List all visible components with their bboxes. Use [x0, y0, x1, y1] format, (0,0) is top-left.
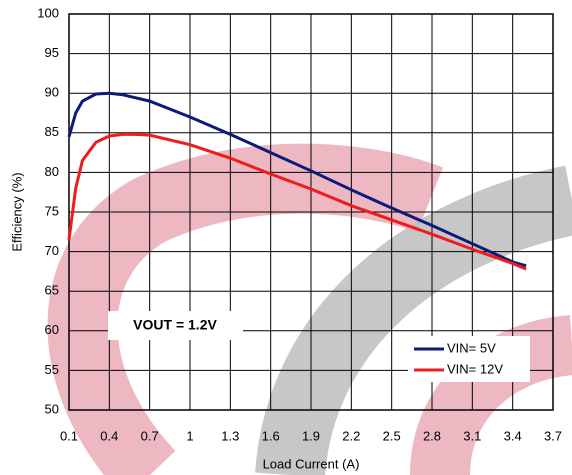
legend-box — [408, 336, 530, 382]
annotation-box — [108, 311, 243, 340]
x-tick-label: 0.1 — [60, 428, 78, 443]
x-tick-label: 3.7 — [544, 428, 562, 443]
plot-frame — [68, 13, 554, 411]
y-tick-label: 65 — [45, 283, 59, 298]
y-tick-label: 55 — [45, 362, 59, 377]
x-tick-label: 1 — [186, 428, 193, 443]
x-axis-label: Load Current (A) — [263, 456, 360, 471]
watermark-arc — [410, 315, 572, 475]
x-tick-label: 2.8 — [423, 428, 441, 443]
y-tick-label: 90 — [45, 85, 59, 100]
x-tick-label: 0.4 — [100, 428, 118, 443]
legend: VIN= 5V VIN= 12V — [408, 336, 530, 382]
x-tick-label: 3.4 — [504, 428, 522, 443]
legend-label: VIN= 5V — [447, 340, 496, 355]
series-line — [67, 91, 527, 268]
watermark-arc — [255, 165, 572, 475]
y-axis-label: Efficiency (%) — [9, 172, 24, 251]
x-tick-label: 2.2 — [342, 428, 360, 443]
y-tick-label: 80 — [45, 164, 59, 179]
y-tick-label: 95 — [45, 45, 59, 60]
y-tick-label: 85 — [45, 124, 59, 139]
legend-label: VIN= 12V — [447, 361, 503, 376]
x-tick-label: 3.1 — [463, 428, 481, 443]
x-tick-label: 2.5 — [383, 428, 401, 443]
y-tick-label: 100 — [37, 5, 59, 20]
series-line — [67, 132, 527, 271]
y-tick-label: 75 — [45, 203, 59, 218]
x-tick-label: 1.9 — [302, 428, 320, 443]
x-tick-label: 0.7 — [141, 428, 159, 443]
x-tick-label: 1.6 — [262, 428, 280, 443]
y-tick-label: 60 — [45, 322, 59, 337]
y-tick-label: 70 — [45, 243, 59, 258]
y-tick-label: 50 — [45, 401, 59, 416]
x-tick-label: 1.3 — [221, 428, 239, 443]
annotation: VOUT = 1.2V — [133, 317, 217, 333]
